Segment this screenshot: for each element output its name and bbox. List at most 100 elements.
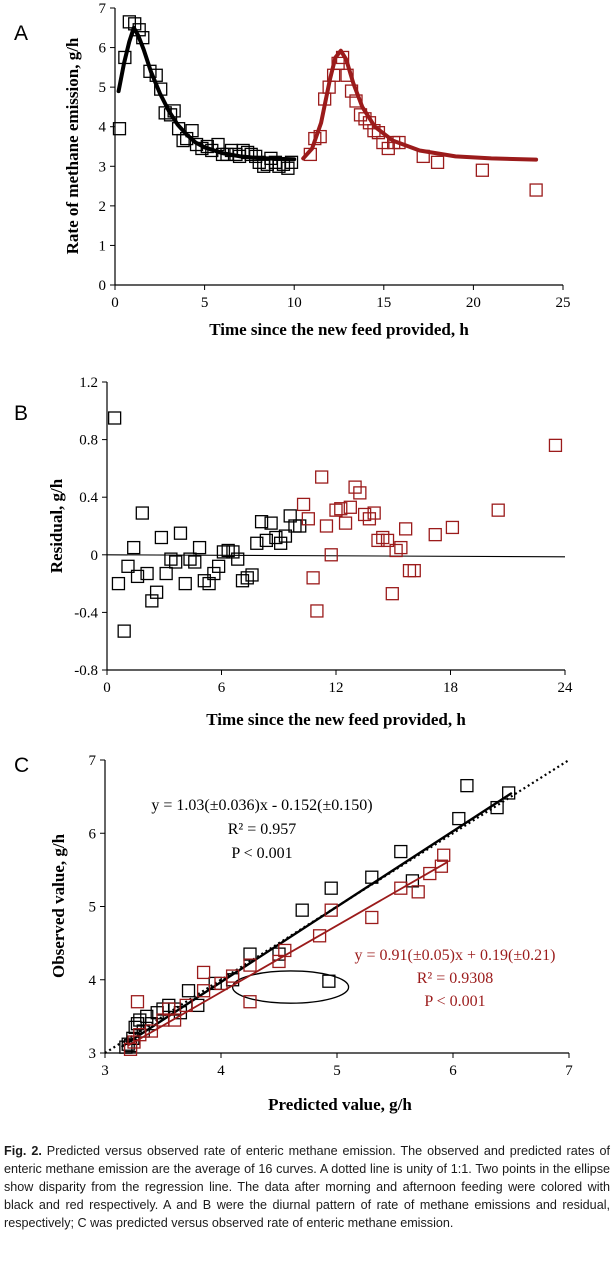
b-afternoon-residual-point <box>428 527 442 542</box>
b-x-tick-label: 18 <box>443 680 458 696</box>
a-morning-observed-point <box>163 108 178 122</box>
b-x-tick-label: 24 <box>558 680 574 696</box>
b-morning-residual-point <box>293 519 307 533</box>
c-afternoon-point <box>196 965 211 980</box>
a-y-tick-label: 5 <box>99 80 107 96</box>
b-morning-residual-point <box>149 585 164 599</box>
a-afternoon-observed-point <box>475 163 490 177</box>
b-morning-residual-point <box>121 559 135 573</box>
panel-c: C 3 4 5 6 7 3 4 5 6 7 y = 1.03(±0.036)x - 0.152(±… <box>14 753 573 1114</box>
c-morning-point <box>295 903 309 917</box>
b-morning-residual-point <box>245 568 259 582</box>
a-y-tick-label: 1 <box>99 238 107 254</box>
a-afternoon-observed-point <box>430 155 445 169</box>
b-y-tick-label: -0.4 <box>74 605 98 621</box>
c-afternoon-point <box>394 881 408 895</box>
b-morning-residual-point <box>135 506 149 520</box>
c-unity-line <box>104 759 570 1054</box>
b-morning-residual-point <box>226 545 240 559</box>
a-morning-observed-point <box>185 124 199 138</box>
c-morning-point <box>128 1020 142 1035</box>
b-zero-line <box>106 554 566 558</box>
b-morning-residual-point <box>154 530 169 545</box>
b-morning-residual-point <box>250 536 264 550</box>
c-afternoon-point <box>243 995 257 1009</box>
b-afternoon-residual-point <box>306 571 320 585</box>
figure-caption: Fig. 2. Predicted versus observed rate o… <box>4 1142 610 1232</box>
b-y-tick-label: 0.8 <box>79 433 98 449</box>
c-afternoon-point <box>225 969 240 983</box>
b-morning-residual-point <box>145 594 159 608</box>
b-morning-residual-point <box>127 540 141 555</box>
c-morning-regression-line <box>121 792 513 1048</box>
b-y-tick-label: 0 <box>91 548 99 564</box>
b-morning-residual-point <box>140 566 154 581</box>
a-morning-fitted-curve <box>116 25 297 162</box>
b-morning-residual-point <box>216 545 231 559</box>
c-y-tick-label: 5 <box>89 900 97 916</box>
c-morning-point <box>140 1009 154 1024</box>
c-morning-point <box>324 881 338 895</box>
c-x-tick-label: 6 <box>449 1063 457 1079</box>
a-x-tick-label: 25 <box>556 295 571 311</box>
x-axis-title-b: Time since the new feed provided, h <box>206 710 466 729</box>
b-morning-residual-point <box>240 571 254 585</box>
b-afternoon-residual-point <box>394 540 408 555</box>
b-x-tick-label: 12 <box>329 680 344 696</box>
b-afternoon-residual-point <box>315 470 329 484</box>
b-afternoon-residual-point <box>385 587 399 601</box>
b-afternoon-residual-point <box>491 503 505 517</box>
b-morning-residual-point <box>231 552 245 566</box>
c-x-tick-label: 7 <box>565 1063 573 1079</box>
b-afternoon-residual-point <box>548 438 563 453</box>
b-morning-residual-point <box>188 555 202 569</box>
panel-label-a: A <box>14 22 28 45</box>
red-p-value: P < 0.001 <box>424 993 485 1010</box>
a-x-tick-label: 10 <box>287 295 302 311</box>
b-morning-residual-point <box>264 516 278 530</box>
b-morning-residual-point <box>202 576 216 591</box>
b-x-tick-label: 0 <box>103 680 111 696</box>
b-morning-residual-point <box>164 552 178 566</box>
a-y-tick-label: 4 <box>99 120 107 136</box>
b-afternoon-residual-point <box>310 604 324 618</box>
b-afternoon-residual-point <box>399 522 413 536</box>
b-morning-residual-point <box>207 566 221 581</box>
b-morning-residual-point <box>274 536 288 550</box>
a-x-tick-label: 20 <box>466 295 481 311</box>
c-y-tick-label: 7 <box>89 753 97 769</box>
b-afternoon-residual-point <box>343 500 357 514</box>
a-x-tick-label: 5 <box>201 295 209 311</box>
b-morning-residual-point <box>211 559 226 573</box>
c-x-tick-label: 3 <box>101 1063 109 1079</box>
a-y-tick-label: 0 <box>99 278 107 294</box>
b-morning-residual-point <box>197 574 211 588</box>
y-axis-title-a: Rate of methane emission, g/h <box>63 37 82 254</box>
c-morning-point <box>460 778 474 793</box>
b-y-tick-label: 1.2 <box>79 375 98 391</box>
c-y-tick-label: 4 <box>89 973 97 989</box>
black-regression-equation: y = 1.03(±0.036)x - 0.152(±0.150) <box>151 797 372 814</box>
b-morning-residual-point <box>254 515 269 529</box>
b-afternoon-residual-point <box>296 497 311 512</box>
b-morning-residual-point <box>221 543 235 558</box>
a-y-tick-label: 3 <box>99 159 107 175</box>
b-morning-residual-point <box>107 411 122 425</box>
c-morning-point <box>502 786 516 800</box>
b-afternoon-residual-point <box>338 516 353 530</box>
b-morning-residual-point <box>259 533 273 548</box>
b-morning-residual-point <box>178 576 192 591</box>
c-afternoon-point <box>437 848 451 862</box>
b-afternoon-residual-point <box>334 502 348 516</box>
b-afternoon-residual-point <box>353 486 367 500</box>
c-afternoon-point <box>434 859 449 873</box>
b-afternoon-residual-point <box>319 519 334 533</box>
c-morning-point <box>394 844 408 859</box>
b-morning-residual-point <box>117 624 131 638</box>
a-afternoon-fitted-curve <box>301 48 539 162</box>
a-y-tick-label: 6 <box>99 41 107 57</box>
x-axis-title-a: Time since the new feed provided, h <box>209 320 469 339</box>
b-afternoon-residual-point <box>407 563 421 578</box>
c-morning-point <box>452 811 466 826</box>
b-morning-residual-point <box>159 566 173 581</box>
